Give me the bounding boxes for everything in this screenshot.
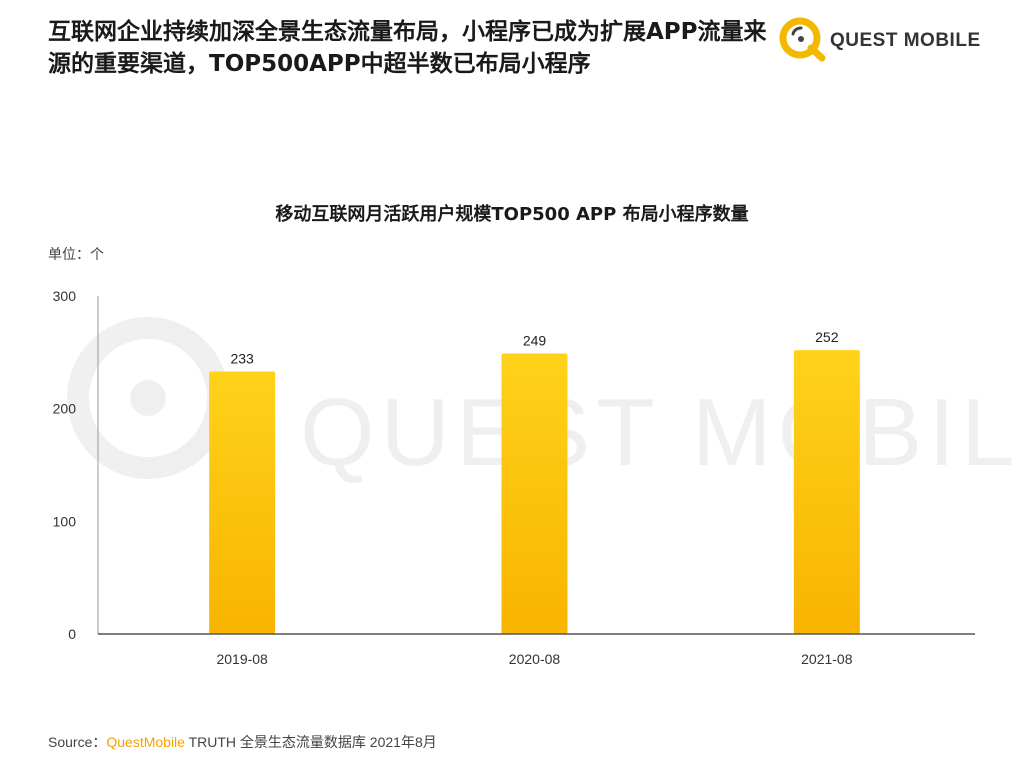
quest-mobile-logo: QUEST MOBILE — [776, 12, 986, 68]
data-label: 249 — [523, 332, 547, 348]
watermark-text: QUEST MOBILE — [300, 379, 1024, 486]
logo-text: QUEST MOBILE — [830, 30, 981, 51]
data-label: 252 — [815, 329, 839, 345]
source-note: Source：QuestMobile TRUTH 全景生态流量数据库 2021年… — [48, 732, 437, 752]
x-tick-label: 2021-08 — [801, 651, 853, 667]
quest-mobile-logo-icon — [779, 17, 826, 62]
headline: 互联网企业持续加深全景生态流量布局，小程序已成为扩展APP流量来源的重要渠道，T… — [48, 19, 767, 77]
data-label: 233 — [230, 350, 254, 366]
x-tick-label: 2019-08 — [216, 651, 268, 667]
y-tick-label: 0 — [68, 626, 76, 642]
source-prefix: Source： — [48, 734, 107, 750]
bar — [501, 353, 568, 634]
y-tick-label: 200 — [53, 401, 77, 417]
y-tick-label: 300 — [53, 288, 77, 304]
source-rest: TRUTH 全景生态流量数据库 2021年8月 — [184, 734, 437, 750]
unit-label: 单位：个 — [48, 247, 104, 263]
x-tick-label: 2020-08 — [509, 651, 561, 667]
bar — [209, 371, 276, 634]
source-brand: QuestMobile — [106, 734, 185, 750]
chart-title: 移动互联网月活跃用户规模TOP500 APP 布局小程序数量 — [275, 204, 749, 225]
bar — [793, 350, 860, 634]
y-tick-label: 100 — [53, 513, 77, 529]
